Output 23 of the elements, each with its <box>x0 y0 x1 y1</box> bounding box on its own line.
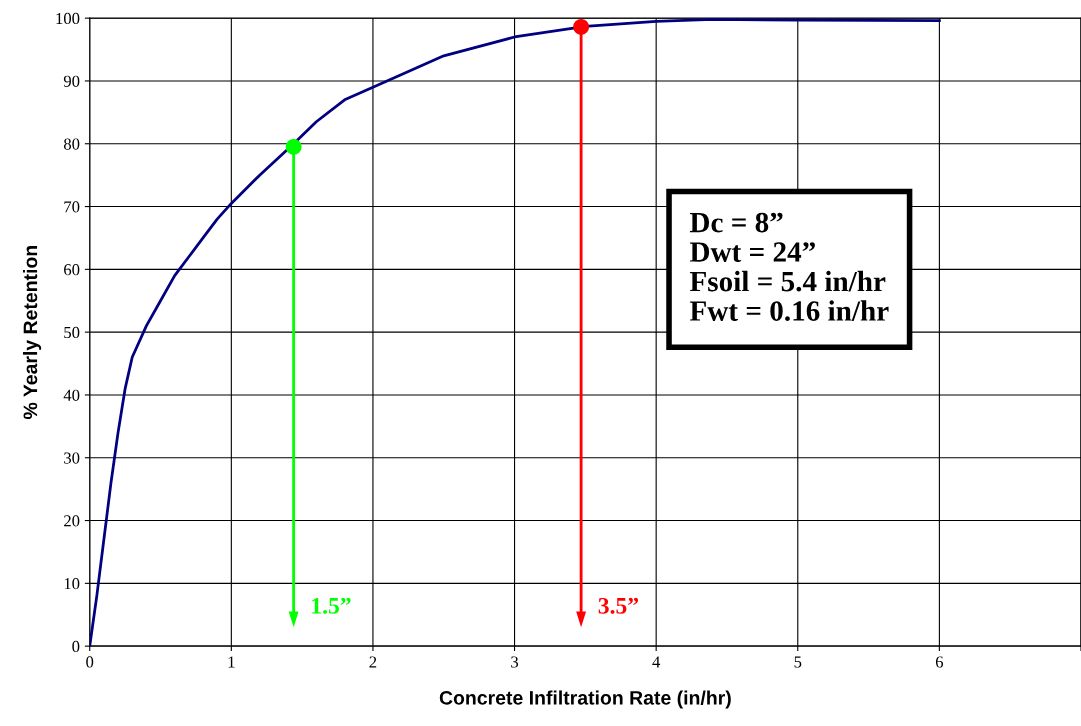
y-tick-label: 40 <box>63 389 80 401</box>
y-axis-title: % Yearly Retention <box>22 245 42 420</box>
y-tick-label: 30 <box>64 452 80 464</box>
annotation: 1.5” <box>312 597 351 614</box>
y-tick-label: 70 <box>64 201 80 213</box>
x-axis-title: Concrete Infiltration Rate (in/hr) <box>439 690 731 709</box>
y-tick-label: 60 <box>64 264 80 276</box>
y-tick-label: 90 <box>63 75 80 87</box>
x-tick-label: 0 <box>86 656 94 668</box>
y-tick-label: 80 <box>63 138 80 150</box>
y-tick-label: 0 <box>72 640 80 653</box>
y-tick-label: 100 <box>56 12 80 25</box>
x-tick-label: 3 <box>511 656 519 668</box>
x-tick-label: 4 <box>652 656 661 668</box>
y-tick-label: 50 <box>64 326 80 339</box>
y-tick-label: 10 <box>64 578 80 590</box>
annotation: Dc = 8” Dwt = 24” Fsoil = 5.4 in/hr Fwt = 0.16 in/hr <box>689 212 889 321</box>
x-tick-label: 1 <box>228 656 235 668</box>
x-tick-label: 2 <box>369 656 377 668</box>
annotation: 3.5” <box>598 597 639 614</box>
y-tick-label: 20 <box>64 515 80 527</box>
x-tick-label: 6 <box>935 656 944 668</box>
x-tick-label: 5 <box>794 656 802 668</box>
